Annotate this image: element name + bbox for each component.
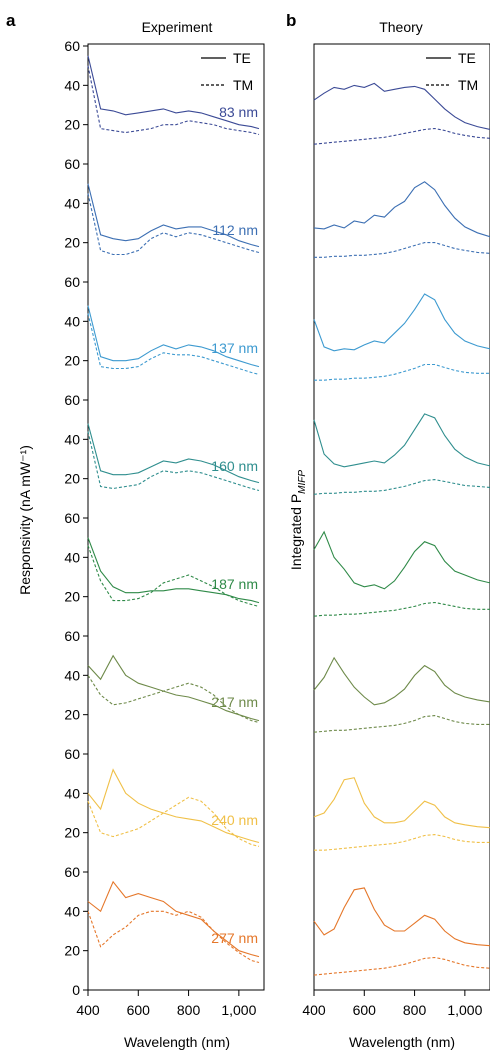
ytick-label: 20 [64,235,80,251]
exp-te-curve-2 [87,305,260,368]
xtick-label: 800 [177,1002,201,1018]
exp-te-curve-6 [87,768,260,844]
ytick-label: 60 [64,746,80,762]
ytick-label: 60 [64,628,80,644]
panel-b-frame [313,43,490,991]
exp-tm-curve-7 [87,910,260,964]
ytick-label: 40 [64,77,80,93]
ytick-label: 20 [64,825,80,841]
exp-tm-curve-1 [87,193,260,256]
theory-tm-curve-2 [314,363,490,381]
ytick-label: 20 [64,707,80,723]
ytick-label: 40 [64,313,80,329]
exp-tm-curve-2 [87,313,260,375]
exp-te-curve-7 [87,880,260,958]
exp-tm-curve-6 [87,796,260,847]
thickness-label: 277 nm [211,930,258,946]
legend-a-tm-label: TM [233,77,253,93]
theory-tm-curve-4 [313,601,490,617]
thickness-label: 137 nm [211,340,258,356]
ytick-label: 60 [64,38,80,54]
panel-b-ylabel-sub: MIFP [297,470,308,494]
ytick-label: 20 [64,117,80,133]
ytick-label: 60 [64,274,80,290]
theory-tm-curve-0 [313,127,490,145]
theory-tm-curve-6 [314,834,490,851]
ytick-label: 40 [64,549,80,565]
exp-te-curve-0 [87,55,260,130]
ytick-label: 40 [64,667,80,683]
panel-a-xlabel: Wavelength (nm) [124,1034,230,1050]
theory-te-curve-1 [313,181,490,238]
panel-a-letter: a [6,11,16,30]
legend-b-te-label: TE [458,50,476,66]
thickness-labels: 83 nm 112 nm 137 nm 160 nm 187 nm 217 nm 240 n… [211,104,258,946]
ytick-label: 60 [64,392,80,408]
legend-b-tm-label: TM [458,77,478,93]
thickness-label: 83 nm [219,104,258,120]
panel-a-title: Experiment [142,19,213,35]
panel-a-frame [87,43,265,991]
ytick-label: 20 [64,943,80,959]
panel-b-ylabel: Integrated PMIFP [288,470,308,570]
exp-tm-curve-3 [87,431,260,492]
legend-a-te-label: TE [233,50,251,66]
ytick-label: 60 [64,864,80,880]
panel-a-curves [87,55,260,964]
ytick-label: 40 [64,785,80,801]
theory-tm-curve-7 [313,956,490,976]
exp-te-curve-5 [87,654,260,722]
exp-te-curve-4 [87,537,260,604]
ytick-label: 40 [64,431,80,447]
ytick-label: 20 [64,471,80,487]
theory-te-curve-2 [313,293,490,352]
ytick-label: 40 [64,903,80,919]
x-ticks: 400 400 600 600 800 800 1,000 1,000 [76,990,483,1018]
ytick-label: 20 [64,589,80,605]
exp-te-curve-1 [87,183,260,248]
panel-a-ylabel: Responsivity (nA mW⁻¹) [17,445,33,595]
thickness-label: 187 nm [211,576,258,592]
xtick-label: 600 [353,1002,377,1018]
panel-b-xlabel: Wavelength (nm) [349,1034,455,1050]
xtick-label: 1,000 [221,1002,256,1018]
panel-b-ylabel-main: Integrated P [288,494,304,570]
thickness-label: 112 nm [212,222,258,238]
ytick-label: 60 [64,510,80,526]
xtick-label: 800 [403,1002,427,1018]
exp-tm-curve-4 [87,545,260,608]
ytick-label: 0 [72,982,80,998]
legend-b: TE TM [426,50,478,93]
theory-te-curve-0 [313,82,490,131]
thickness-label: 240 nm [211,812,258,828]
theory-te-curve-3 [313,413,490,468]
xtick-label: 400 [302,1002,326,1018]
theory-tm-curve-3 [313,479,490,495]
ytick-label: 20 [64,353,80,369]
ytick-label: 40 [64,195,80,211]
theory-te-curve-4 [313,530,490,590]
panel-b-curves [313,82,490,976]
ytick-label: 60 [64,156,80,172]
panel-a-yticks: 20 40 60 20 40 60 20 40 60 20 40 60 20 40 60 20 40 60 20 40… [64,38,88,998]
exp-tm-curve-0 [87,65,260,136]
panel-b-title: Theory [379,19,423,35]
xtick-label: 1,000 [447,1002,482,1018]
thickness-label: 160 nm [211,458,258,474]
theory-te-curve-6 [313,777,490,829]
xtick-label: 400 [76,1002,100,1018]
theory-tm-curve-5 [313,715,490,733]
theory-tm-curve-1 [314,242,490,258]
theory-te-curve-7 [313,887,490,947]
xtick-label: 600 [127,1002,151,1018]
thickness-label: 217 nm [211,694,258,710]
exp-te-curve-3 [87,423,260,484]
legend-a: TE TM [201,50,253,93]
panel-b-letter: b [286,11,296,30]
theory-te-curve-5 [313,656,490,706]
